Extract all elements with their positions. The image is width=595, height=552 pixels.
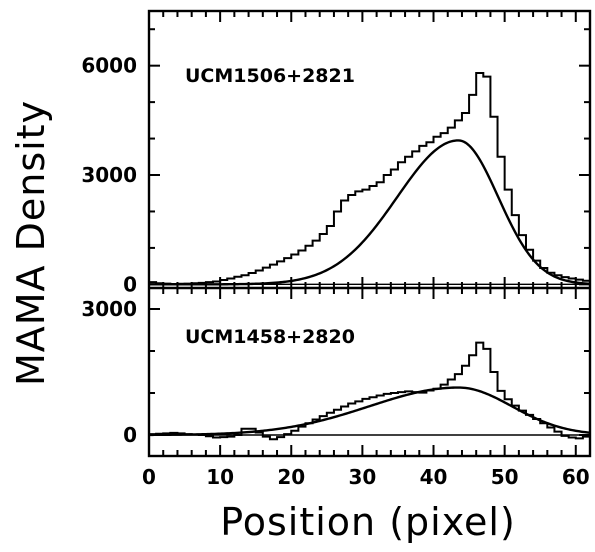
x-tick-label: 60	[562, 465, 590, 489]
x-tick-label: 20	[277, 465, 305, 489]
x-tick-label: 30	[348, 465, 376, 489]
bottom-panel-ticks	[148, 288, 591, 456]
x-tick-label: 0	[142, 465, 156, 489]
bottom-panel-label: UCM1458+2820	[185, 326, 355, 348]
x-tick-label: 10	[206, 465, 234, 489]
top-panel-fit-curve	[149, 139, 591, 286]
x-tick-label: 40	[420, 465, 448, 489]
y-tick-label: 3000	[81, 297, 137, 321]
y-axis-title: MAMA Density	[9, 100, 53, 386]
y-tick-label: 6000	[81, 54, 137, 78]
top-panel-y-tick-labels: 0 3000 6000	[81, 54, 137, 297]
top-panel: UCM1506+2821 0 3000 6000	[81, 11, 591, 297]
x-tick-label: 50	[491, 465, 519, 489]
bottom-panel-histogram	[149, 341, 590, 441]
y-tick-label: 0	[123, 423, 137, 447]
x-axis-title: Position (pixel)	[220, 500, 516, 544]
top-panel-histogram	[149, 71, 590, 285]
plot-frame	[147, 9, 592, 458]
x-tick-labels: 0 10 20 30 40 50 60	[142, 465, 590, 489]
bottom-panel: UCM1458+2820 0 3000	[81, 288, 591, 456]
y-tick-label: 0	[123, 272, 137, 296]
top-panel-label: UCM1506+2821	[185, 65, 355, 87]
bottom-panel-y-tick-labels: 0 3000	[81, 297, 137, 447]
bottom-panel-fit-curve	[148, 386, 591, 437]
y-tick-label: 3000	[81, 163, 137, 187]
